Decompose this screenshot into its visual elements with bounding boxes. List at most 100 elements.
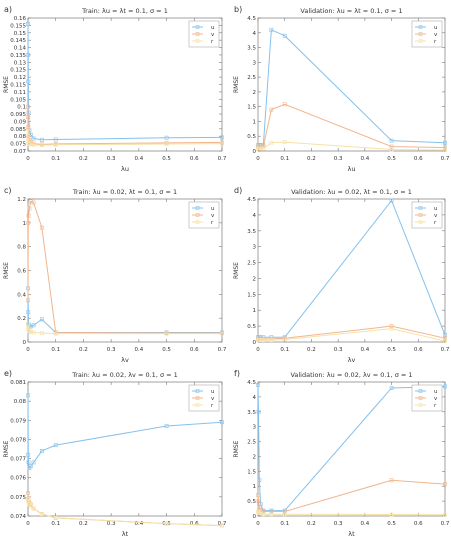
y-tick-label: 0.11 xyxy=(14,90,26,96)
y-tick-label: 0.1 xyxy=(17,105,26,111)
data-point-r xyxy=(39,331,44,335)
data-point-v xyxy=(389,478,394,483)
data-point-v xyxy=(282,102,287,107)
data-point-u xyxy=(26,393,30,398)
data-point-u xyxy=(53,137,58,142)
x-tick-label: 0.2 xyxy=(307,156,316,162)
y-tick-label: 0.155 xyxy=(10,23,26,29)
data-point-r xyxy=(164,331,169,336)
data-point-r xyxy=(26,498,31,503)
data-point-v xyxy=(389,324,394,329)
data-point-u xyxy=(389,198,394,203)
x-axis-label: λt xyxy=(348,530,355,538)
y-tick-label: 0.115 xyxy=(10,83,26,89)
y-tick-label: 0.145 xyxy=(10,38,26,44)
legend-label-v: v xyxy=(211,396,215,402)
y-tick-label: 0.105 xyxy=(10,97,26,103)
data-point-v xyxy=(26,220,31,225)
x-tick-label: 0.5 xyxy=(162,156,171,162)
data-point-u xyxy=(31,460,36,465)
x-tick-label: 0.2 xyxy=(79,347,88,353)
data-point-r xyxy=(269,338,274,342)
data-point-r xyxy=(389,512,394,517)
x-tick-label: 0.6 xyxy=(190,156,199,162)
y-tick-label: 4.5 xyxy=(247,380,256,386)
data-point-v xyxy=(443,145,447,150)
data-point-v xyxy=(26,213,31,218)
data-point-u xyxy=(39,137,44,142)
y-tick-label: 1 xyxy=(253,308,257,314)
series-line-u xyxy=(27,395,223,470)
data-point-r xyxy=(261,512,266,517)
x-tick-label: 0.4 xyxy=(134,156,143,162)
data-point-r xyxy=(282,512,287,517)
x-tick-label: 0.5 xyxy=(387,156,396,162)
data-point-u xyxy=(443,140,447,145)
x-axis-label: λu xyxy=(121,165,129,173)
data-point-r xyxy=(261,146,266,151)
y-tick-label: 0 xyxy=(23,340,27,346)
legend-marker-v xyxy=(195,396,200,400)
y-axis-label: RMSE xyxy=(233,440,240,457)
x-tick-label: 0.4 xyxy=(360,156,369,162)
legend-label-v: v xyxy=(211,213,215,219)
legend-label-u: u xyxy=(434,206,438,212)
x-tick-label: 0.1 xyxy=(51,156,60,162)
data-point-r xyxy=(389,147,394,152)
legend-box xyxy=(411,20,443,48)
data-point-r xyxy=(31,330,36,335)
legend-marker-v xyxy=(195,213,200,217)
y-tick-label: 3.5 xyxy=(247,46,256,52)
y-tick-label: 0.074 xyxy=(10,514,26,520)
data-point-u xyxy=(26,22,30,26)
data-point-v xyxy=(269,107,274,112)
data-point-r xyxy=(53,516,58,520)
data-point-v xyxy=(256,493,260,498)
chart-title: Train: λu = λt = 0.1, σ = 1 xyxy=(81,7,168,15)
series-line-u xyxy=(257,384,446,512)
chart-title: Train: λu = 0.02, λv = 0.1, σ = 1 xyxy=(71,371,178,379)
data-point-u xyxy=(26,79,31,84)
data-point-u xyxy=(220,135,224,140)
x-tick-label: 0.5 xyxy=(387,521,396,527)
y-tick-label: 4 xyxy=(253,31,257,37)
chart-panel-1: 0 0.1 0.2 0.3 0.4 0.5 0.6 0.7 0.070.075 0.080.085… xyxy=(3,5,227,173)
y-tick-label: 0.078 xyxy=(10,437,26,443)
legend-marker-v xyxy=(418,213,423,217)
x-tick-label: 0.2 xyxy=(79,156,88,162)
data-point-r xyxy=(26,500,31,505)
data-point-r xyxy=(39,143,44,147)
y-tick-label: 4 xyxy=(253,213,257,219)
panel-label: f) xyxy=(234,369,240,378)
x-tick-label: 0.7 xyxy=(441,521,450,527)
data-point-r xyxy=(220,331,224,336)
legend-label-u: u xyxy=(211,25,215,31)
x-tick-label: 0.3 xyxy=(107,521,116,527)
data-point-u xyxy=(164,424,169,428)
x-tick-label: 0.1 xyxy=(280,347,289,353)
x-axis-label: λt xyxy=(122,530,129,538)
x-axis-label: λv xyxy=(348,356,356,364)
y-axis-label: RMSE xyxy=(3,76,10,93)
y-tick-label: 2 xyxy=(253,90,257,96)
data-point-r xyxy=(53,331,58,336)
legend-marker-u xyxy=(418,206,423,210)
legend-label-u: u xyxy=(211,389,215,395)
chart-panel-4: 0 0.1 0.2 0.3 0.4 0.5 0.6 0.7 0 0.5 1 1.5 2 2.5 3 3.5 4 4… xyxy=(233,186,450,364)
legend-marker-u xyxy=(418,25,423,29)
y-tick-label: 2.5 xyxy=(247,261,256,267)
data-point-u xyxy=(31,136,36,141)
legend-label-r: r xyxy=(434,220,437,226)
legend-label-r: r xyxy=(211,39,214,45)
y-tick-label: 0.077 xyxy=(10,457,26,463)
y-tick-label: 0.13 xyxy=(14,60,27,66)
y-axis-label: RMSE xyxy=(3,440,10,457)
y-tick-label: 0.07 xyxy=(14,149,27,155)
y-tick-label: 4 xyxy=(253,395,257,401)
data-point-v xyxy=(27,206,32,211)
y-tick-label: 1.5 xyxy=(247,105,256,111)
legend-marker-u xyxy=(195,206,200,210)
x-tick-label: 0.6 xyxy=(414,156,423,162)
data-point-u xyxy=(53,443,58,448)
y-tick-label: 1 xyxy=(253,119,257,125)
